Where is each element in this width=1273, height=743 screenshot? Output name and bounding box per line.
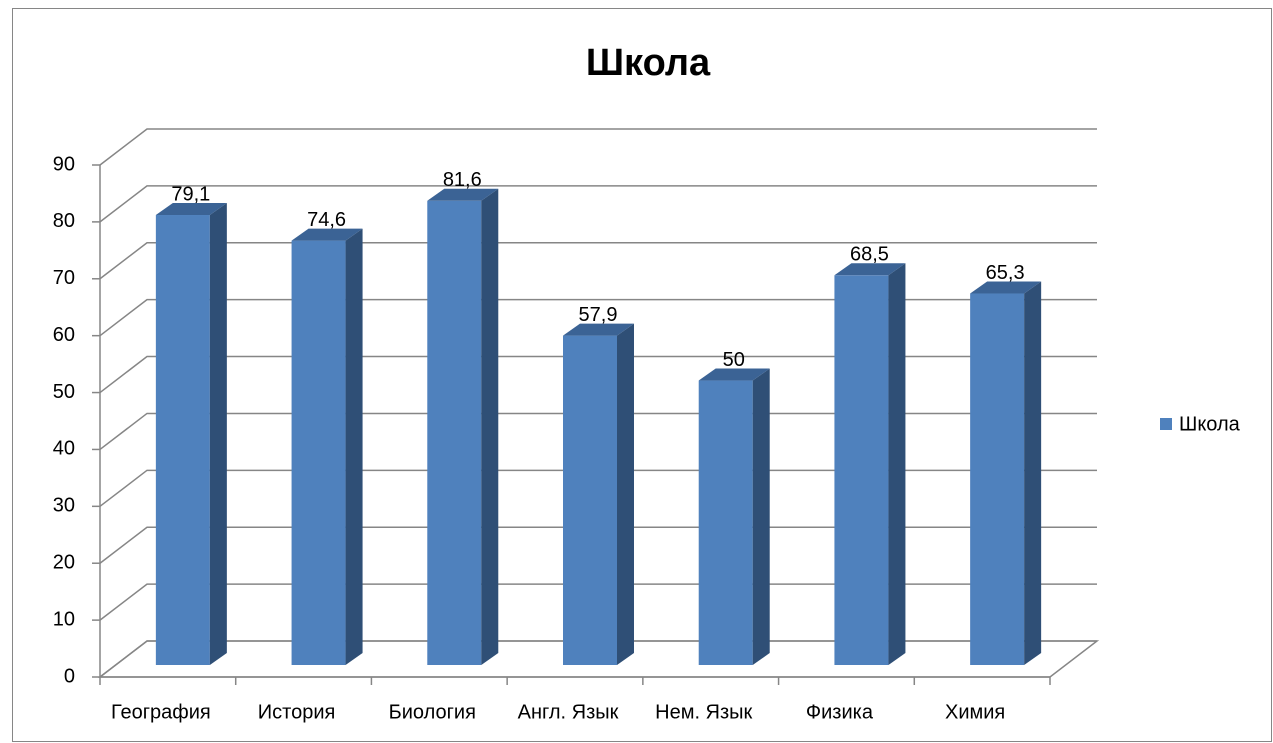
grid-line	[99, 583, 1097, 621]
x-tick-label: Биология	[389, 701, 476, 723]
y-tick-label: 70	[53, 267, 75, 289]
value-label: 57,9	[579, 304, 618, 326]
y-tick-label: 30	[53, 495, 75, 517]
value-label: 68,5	[850, 244, 889, 266]
grid-line	[99, 128, 1097, 166]
bar-top	[834, 263, 906, 276]
x-tick-label: География	[111, 701, 211, 723]
y-tick-label: 90	[53, 153, 75, 175]
bar-top	[970, 281, 1042, 294]
bar-front	[155, 215, 210, 665]
bar-front	[834, 275, 889, 665]
chart-title: Школа	[586, 42, 711, 84]
bar-top	[427, 188, 499, 201]
bar-top	[563, 323, 634, 336]
bar-top	[155, 203, 227, 216]
y-tick-label: 0	[64, 665, 75, 687]
bar-front	[427, 200, 482, 665]
bar-side	[752, 368, 770, 665]
x-tick-label: Нем. Язык	[655, 701, 752, 723]
y-tick-label: 60	[53, 324, 75, 346]
bar-front	[698, 380, 753, 665]
bar-front	[563, 335, 617, 665]
legend-label: Школа	[1179, 413, 1241, 435]
x-tick-label: Химия	[945, 701, 1005, 723]
bar-side	[209, 203, 227, 665]
grid-line	[99, 242, 1097, 280]
y-tick-label: 20	[53, 552, 75, 574]
value-label: 81,6	[443, 169, 482, 191]
x-tick-label: Англ. Язык	[518, 701, 619, 723]
bar-front	[970, 293, 1025, 665]
bar-side	[481, 188, 499, 665]
value-label: 65,3	[986, 262, 1025, 284]
x-tick-label: История	[258, 701, 336, 723]
bar-side	[617, 323, 634, 665]
grid-line	[99, 355, 1097, 394]
y-tick-label: 40	[53, 438, 75, 460]
bar-top	[698, 368, 770, 381]
grid-line	[99, 526, 1097, 564]
grid-line	[99, 412, 1097, 451]
grid-line	[99, 185, 1097, 223]
legend-swatch	[1160, 418, 1172, 430]
bar-side	[345, 228, 363, 665]
bar-side	[888, 263, 906, 665]
y-tick-label: 50	[53, 381, 75, 403]
y-tick-label: 80	[53, 210, 75, 232]
grid-line	[99, 640, 1097, 678]
value-label: 50	[723, 349, 745, 371]
grid-line	[99, 469, 1097, 507]
y-tick-label: 10	[53, 608, 75, 630]
bar-front	[291, 240, 346, 665]
bar-top	[291, 228, 363, 241]
grid-line	[99, 298, 1097, 337]
bar-side	[1024, 281, 1042, 665]
value-label: 74,6	[307, 209, 346, 231]
x-tick-label: Физика	[806, 701, 874, 723]
value-label: 79,1	[171, 183, 210, 205]
